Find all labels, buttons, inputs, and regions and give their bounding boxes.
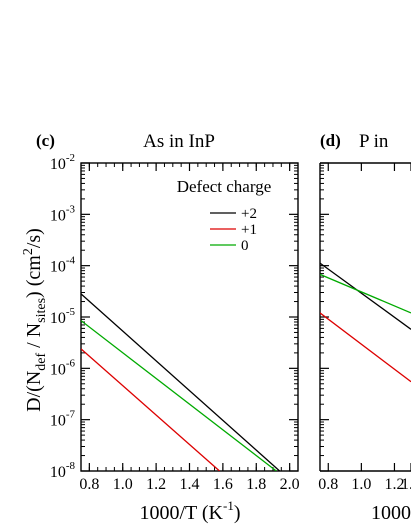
y-axis-label-sub1: def [34,353,49,371]
x-tick-label: 0.8 [79,476,99,493]
y-tick-label: 10-2 [50,152,75,173]
y-tick-label: 10-8 [50,460,76,481]
y-tick-label-exponent: -2 [66,152,75,164]
y-axis-label-sub2: sites [34,298,49,323]
y-axis-label-close: ) (cm [23,255,45,298]
x-tick-label: 1.2 [146,476,166,493]
x-tick-label-d: 1.0 [351,476,371,493]
y-tick-label-base: 10 [50,310,66,327]
y-axis-label-unit: /s) [23,228,45,248]
x-axis-label: 1000/T (K-1) [139,498,240,524]
series-group-d [320,262,411,383]
x-tick-label-d: 0.8 [318,476,338,493]
y-tick-label-exponent: -7 [66,409,76,421]
panel-d-plot: 0.8 1.0 1.21.3 [318,162,411,493]
y-axis-label-main: D/(N [23,371,45,412]
y-tick-label-base: 10 [50,361,66,378]
y-tick-label-base: 10 [50,413,66,430]
plot-frame-c [80,162,299,472]
series-line-plus2 [81,293,281,471]
y-tick-label: 10-6 [50,357,76,378]
x-axis-label-d: 1000 [371,502,411,524]
y-tick-label-exponent: -5 [66,306,76,318]
series-line-plus1 [81,348,220,471]
panel-label-d: (d) [320,131,341,150]
x-tick-label: 1.0 [113,476,133,493]
x-tick-label-d: 1.2 [384,476,404,493]
y-tick-label: 10-5 [50,306,76,327]
x-tick-label: 1.8 [246,476,266,493]
series-line-d-0 [320,262,411,330]
series-line-d-2 [320,273,411,314]
y-tick-label-base: 10 [50,464,66,481]
y-tick-label: 10-4 [50,255,76,276]
panel-label-c: (c) [36,131,55,150]
y-tick-label: 10-7 [50,409,76,430]
y-tick-label-exponent: -8 [66,460,76,472]
y-axis-label-mid: / N [23,323,45,353]
x-axis-label-main: 1000/T (K [139,502,223,524]
legend: +2+10 [210,206,257,254]
x-tick-label: 2.0 [280,476,300,493]
x-axis-label-sup: -1 [223,498,234,513]
chart-title-c: As in InP [143,131,215,152]
y-tick-label-base: 10 [50,207,66,224]
panel-c-plot: 10-210-310-410-510-610-710-80.8 1.0 1.2 1.4… [50,152,300,493]
series-group-c [81,293,281,471]
x-tick-label: 1.4 [180,476,200,493]
chart-title-d: P in [359,131,389,152]
y-tick-label-base: 10 [50,156,66,173]
x-tick-label-d: 1.3 [401,476,411,493]
y-tick-label-exponent: -3 [66,203,76,215]
y-tick-label-exponent: -6 [66,357,76,369]
y-tick-label-exponent: -4 [66,255,76,267]
x-tick-label: 1.6 [213,476,233,493]
y-axis-label: D/(Ndef / Nsites) (cm2/s) [21,228,49,412]
legend-label-plus2: +2 [241,206,257,222]
x-axis-label-close: ) [234,502,241,524]
y-tick-label: 10-3 [50,203,76,224]
series-line-0 [81,320,277,471]
legend-label-plus1: +1 [241,222,257,238]
legend-label-0: 0 [241,238,249,254]
series-line-d-1 [320,312,411,383]
legend-title: Defect charge [177,177,272,196]
y-axis-label-sup: 2 [21,248,36,255]
y-tick-label-base: 10 [50,259,66,276]
